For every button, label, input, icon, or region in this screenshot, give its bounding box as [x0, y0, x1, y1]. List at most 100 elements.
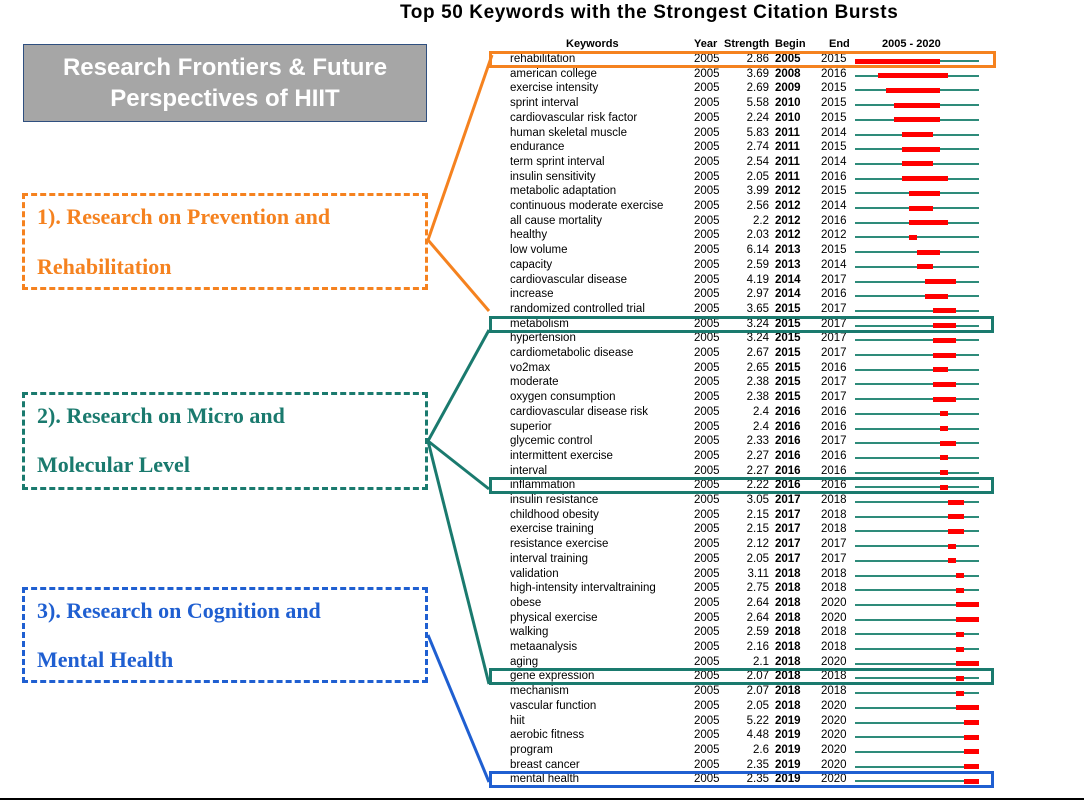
- strength-value: 2.64: [746, 611, 769, 624]
- burst-bar: [886, 87, 941, 93]
- year-value: 2005: [694, 141, 720, 154]
- begin-value: 2013: [775, 244, 801, 257]
- begin-value: 2010: [775, 111, 801, 124]
- highlight-box: [489, 51, 996, 68]
- keyword-label: human skeletal muscle: [510, 126, 627, 139]
- keyword-label: resistance exercise: [510, 538, 609, 551]
- section-prevention-line1: 1). Research on Prevention and: [37, 204, 331, 229]
- end-value: 2016: [821, 420, 847, 433]
- section-cognition-line1: 3). Research on Cognition and: [37, 598, 321, 623]
- end-value: 2018: [821, 626, 847, 639]
- end-value: 2016: [821, 214, 847, 227]
- end-value: 2018: [821, 582, 847, 595]
- strength-value: 2.67: [746, 347, 769, 359]
- year-value: 2005: [694, 229, 720, 242]
- burst-bar: [940, 440, 956, 446]
- burst-bar: [940, 455, 948, 461]
- section-box-molecular: 2). Research on Micro and Molecular Leve…: [22, 392, 428, 490]
- end-value: 2017: [821, 302, 847, 315]
- burst-bar: [924, 293, 948, 299]
- end-value: 2020: [821, 596, 847, 609]
- strength-value: 2.16: [746, 641, 769, 653]
- keyword-label: childhood obesity: [510, 508, 599, 521]
- year-value: 2005: [694, 53, 720, 65]
- end-value: 2017: [821, 376, 847, 389]
- timeline-baseline: [855, 280, 979, 283]
- strength-value: 4.48: [746, 729, 769, 742]
- timeline-baseline: [855, 648, 979, 650]
- burst-bar: [932, 308, 956, 314]
- strength-value: 2.22: [746, 479, 769, 492]
- burst-bar: [940, 426, 948, 431]
- keyword-label: randomized controlled trial: [510, 302, 645, 315]
- year-value: 2005: [694, 479, 720, 492]
- strength-value: 2.38: [746, 376, 769, 389]
- end-value: 2020: [821, 699, 847, 712]
- burst-bar: [948, 528, 964, 534]
- timeline-baseline: [855, 618, 979, 621]
- end-value: 2018: [821, 523, 847, 536]
- strength-value: 2.24: [746, 111, 769, 124]
- burst-bar: [901, 176, 948, 182]
- year-value: 2005: [694, 273, 720, 286]
- burst-bar: [955, 573, 964, 578]
- timeline-baseline: [855, 412, 979, 415]
- burst-bar: [932, 352, 956, 358]
- year-value: 2005: [694, 170, 720, 183]
- keyword-label: validation: [510, 567, 559, 580]
- end-value: 2017: [821, 538, 847, 551]
- year-value: 2005: [694, 685, 720, 698]
- timeline-baseline: [855, 780, 979, 783]
- begin-value: 2008: [775, 67, 801, 80]
- burst-bar: [932, 396, 956, 402]
- highlight-box: [489, 668, 994, 686]
- year-value: 2005: [694, 611, 720, 624]
- year-value: 2005: [694, 302, 720, 315]
- end-value: 2020: [821, 773, 847, 786]
- begin-value: 2015: [775, 347, 801, 359]
- burst-bar: [948, 514, 964, 520]
- strength-value: 2.4: [753, 420, 769, 433]
- strength-value: 2.15: [746, 523, 769, 536]
- year-value: 2005: [694, 214, 720, 227]
- burst-bar: [963, 764, 979, 770]
- begin-value: 2019: [775, 773, 801, 786]
- col-header-begin: Begin: [775, 38, 806, 50]
- burst-bar: [940, 411, 948, 417]
- keyword-label: glycemic control: [510, 435, 593, 448]
- keyword-label: moderate: [510, 376, 559, 389]
- begin-value: 2015: [775, 391, 801, 404]
- year-value: 2005: [694, 582, 720, 595]
- begin-value: 2018: [775, 641, 801, 653]
- keyword-label: vascular function: [510, 699, 597, 712]
- header-box: Research Frontiers & Future Perspectives…: [23, 44, 427, 122]
- end-value: 2014: [821, 126, 847, 139]
- burst-bar: [963, 749, 979, 755]
- year-value: 2005: [694, 596, 720, 609]
- begin-value: 2017: [775, 494, 801, 506]
- end-value: 2017: [821, 332, 847, 345]
- timeline-baseline: [855, 736, 979, 739]
- connector-blue: [426, 634, 491, 783]
- year-value: 2005: [694, 523, 720, 536]
- timeline-baseline: [855, 750, 979, 753]
- keyword-label: low volume: [510, 244, 568, 257]
- keyword-label: oxygen consumption: [510, 391, 616, 404]
- keyword-label: interval: [510, 464, 548, 477]
- keyword-label: vo2max: [510, 361, 551, 374]
- end-value: 2016: [821, 170, 847, 183]
- burst-bar: [855, 58, 941, 64]
- year-value: 2005: [694, 464, 720, 477]
- strength-value: 2.64: [746, 596, 769, 609]
- keyword-label: exercise training: [510, 523, 594, 536]
- year-value: 2005: [694, 420, 720, 433]
- end-value: 2016: [821, 288, 847, 301]
- year-value: 2005: [694, 449, 720, 462]
- strength-value: 2.27: [746, 449, 769, 462]
- burst-bar: [932, 367, 948, 373]
- connector-teal-2: [427, 439, 490, 491]
- year-value: 2005: [694, 508, 720, 521]
- keyword-label: cardiovascular risk factor: [510, 111, 638, 124]
- timeline-baseline: [855, 368, 979, 371]
